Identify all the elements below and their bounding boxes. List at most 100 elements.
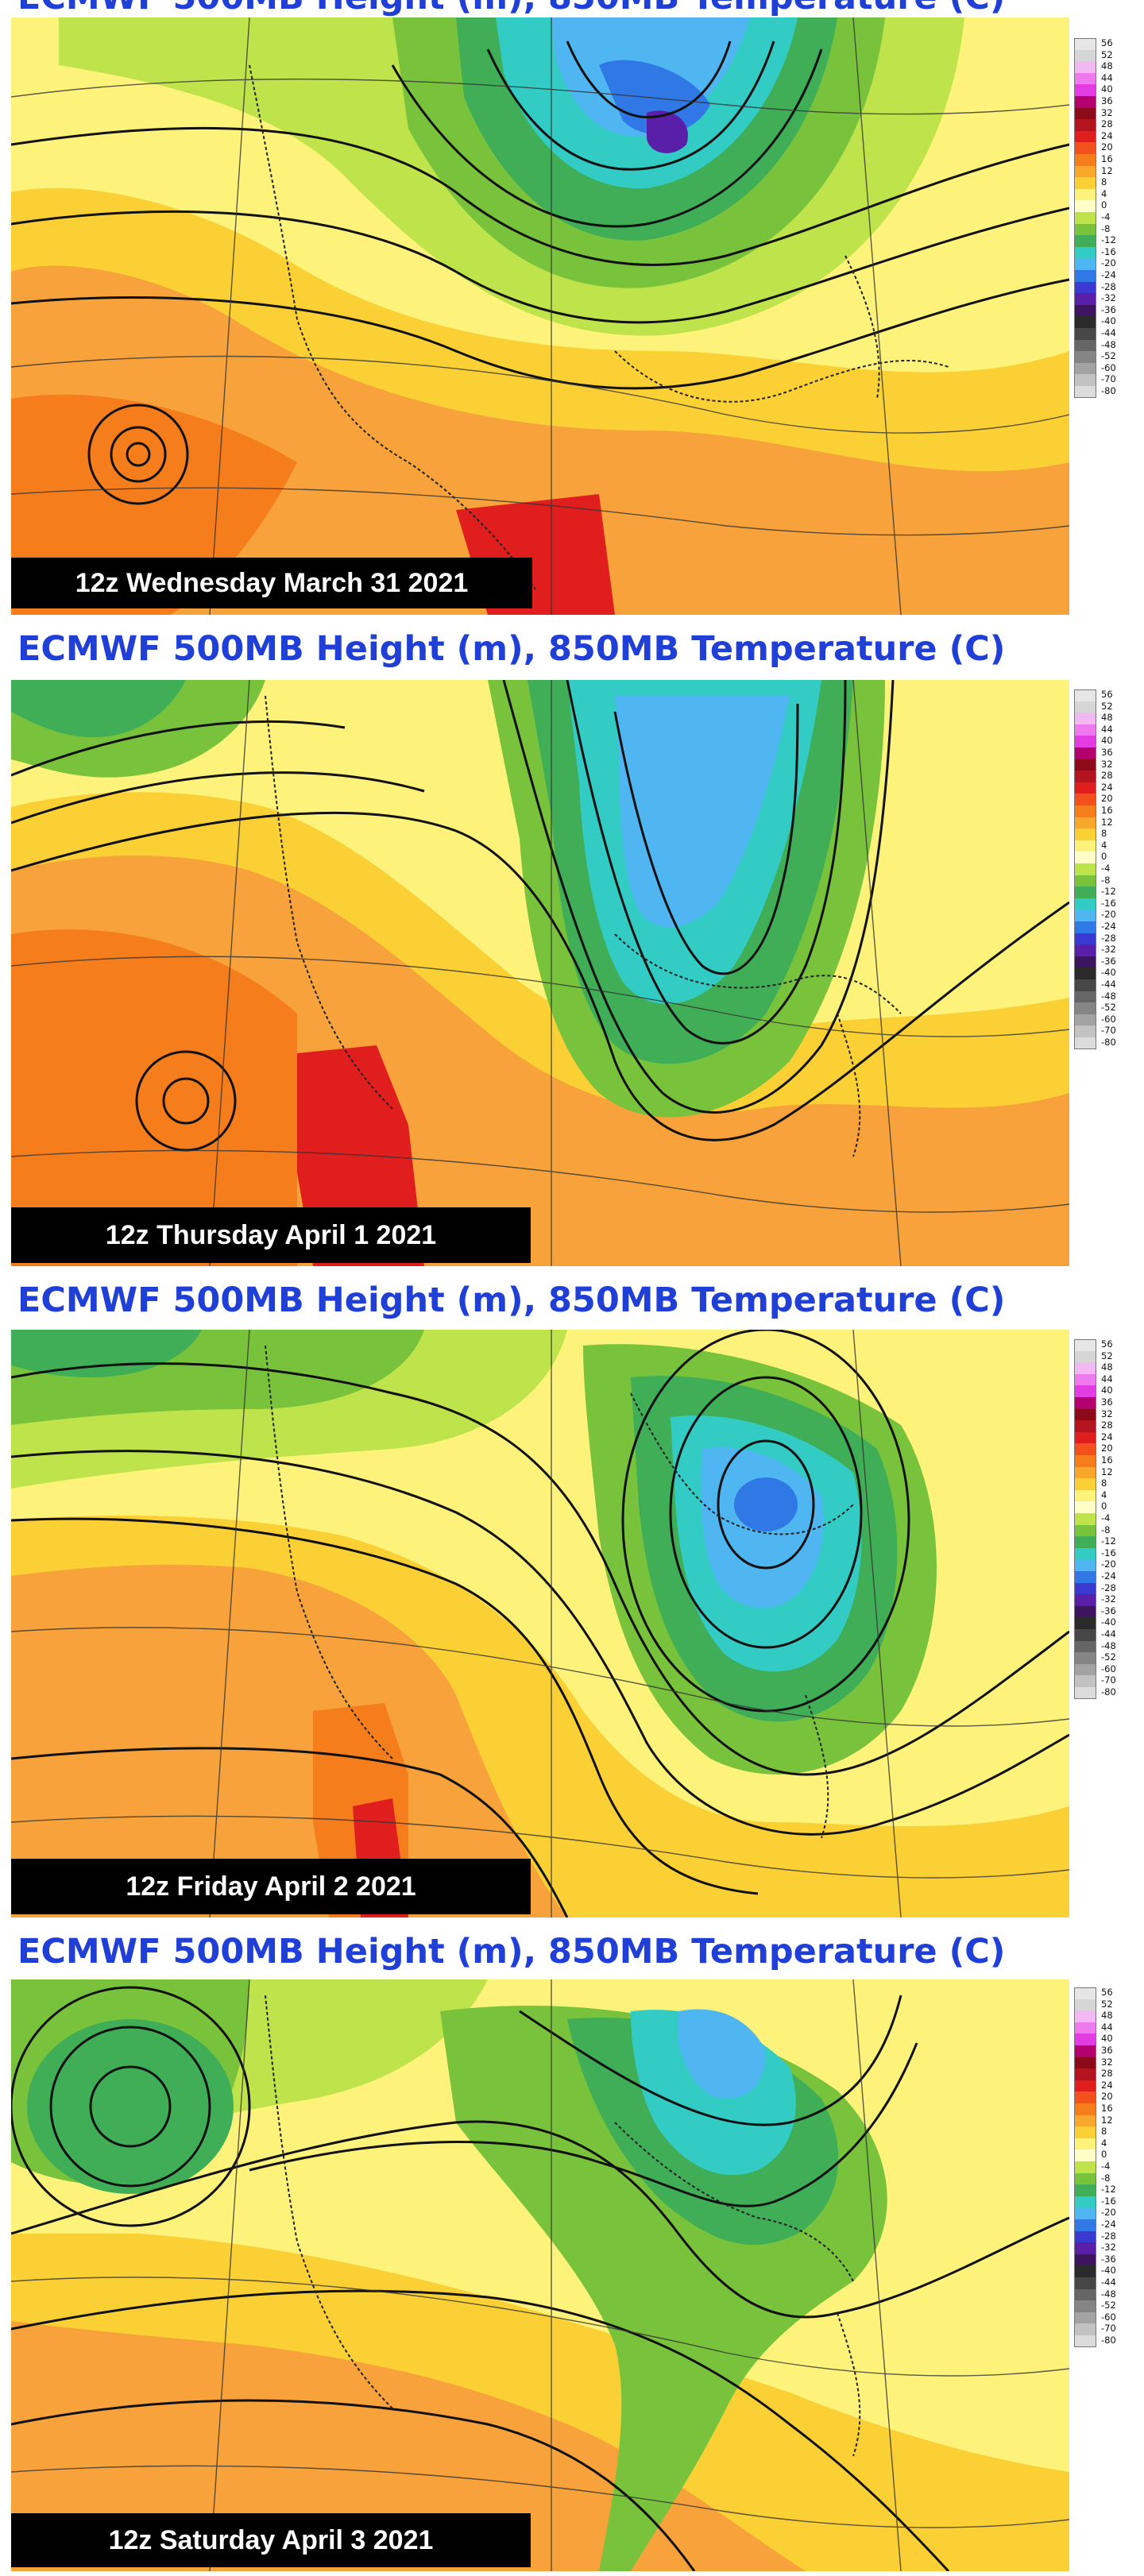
- legend-label: 44: [1101, 71, 1113, 83]
- legend-swatch: [1074, 2045, 1096, 2057]
- legend-swatch: [1074, 1408, 1096, 1421]
- legend-swatch: [1074, 689, 1096, 701]
- legend-entry: -36: [1074, 2254, 1141, 2266]
- legend-swatch: [1074, 142, 1096, 154]
- legend-swatch: [1074, 386, 1096, 398]
- legend-label: 28: [1101, 1419, 1113, 1431]
- legend-swatch: [1074, 1663, 1096, 1676]
- legend-label: -32: [1101, 292, 1116, 304]
- legend-label: 8: [1101, 176, 1107, 188]
- legend-label: -36: [1101, 303, 1116, 315]
- legend-entry: 20: [1074, 793, 1141, 805]
- legend-swatch: [1074, 1489, 1096, 1502]
- forecast-panel-2: ECMWF 500MB Height (m), 850MB Temperatur…: [0, 620, 1144, 1271]
- panel-title: ECMWF 500MB Height (m), 850MB Temperatur…: [17, 0, 1050, 25]
- legend-swatch: [1074, 2126, 1096, 2138]
- legend-label: 20: [1101, 793, 1113, 805]
- legend-label: -16: [1101, 245, 1116, 257]
- legend-entry: -48: [1074, 1640, 1141, 1653]
- legend-swatch: [1074, 235, 1096, 247]
- legend-entry: 0: [1074, 2149, 1141, 2161]
- legend-label: 16: [1101, 153, 1113, 164]
- legend-label: 32: [1101, 758, 1113, 770]
- legend-label: -8: [1101, 1524, 1111, 1535]
- legend-label: -70: [1101, 373, 1116, 385]
- legend-entry: 28: [1074, 1419, 1141, 1432]
- legend-swatch: [1074, 886, 1096, 898]
- legend-label: -52: [1101, 1651, 1116, 1663]
- legend-entry: -28: [1074, 281, 1141, 294]
- legend-swatch: [1074, 898, 1096, 910]
- legend-entry: -16: [1074, 245, 1141, 259]
- legend-swatch: [1074, 1547, 1096, 1560]
- legend-label: 8: [1101, 2126, 1107, 2138]
- legend-swatch: [1074, 1999, 1096, 2011]
- legend-entry: -52: [1074, 1002, 1141, 1014]
- legend-label: 16: [1101, 805, 1113, 816]
- legend-entry: 0: [1074, 1500, 1141, 1513]
- legend-swatch: [1074, 747, 1096, 759]
- legend-entry: -28: [1074, 933, 1141, 945]
- legend-swatch: [1074, 2277, 1096, 2289]
- legend-label: -4: [1101, 863, 1111, 874]
- legend-label: -20: [1101, 909, 1116, 921]
- weather-map: [11, 1330, 1069, 1918]
- legend-swatch: [1074, 212, 1096, 224]
- legend-swatch: [1074, 1397, 1096, 1409]
- legend-swatch: [1074, 258, 1096, 270]
- legend-frame: [1074, 38, 1096, 398]
- legend-entry: -70: [1074, 2323, 1141, 2335]
- legend-entry: 24: [1074, 1431, 1141, 1444]
- legend-swatch: [1074, 2091, 1096, 2103]
- legend-entry: 16: [1074, 153, 1141, 166]
- legend-swatch: [1074, 2057, 1096, 2069]
- legend-entry: -44: [1074, 1628, 1141, 1641]
- legend-entry: -40: [1074, 2265, 1141, 2277]
- legend-swatch: [1074, 2114, 1096, 2127]
- legend-entry: -24: [1074, 921, 1141, 933]
- legend-entry: -32: [1074, 2242, 1141, 2254]
- legend-swatch: [1074, 967, 1096, 979]
- legend-swatch: [1074, 1640, 1096, 1653]
- legend-label: -48: [1101, 990, 1116, 1002]
- legend-entry: 16: [1074, 1454, 1141, 1467]
- legend-label: -36: [1101, 2253, 1116, 2265]
- legend-entry: -4: [1074, 211, 1141, 224]
- legend-entry: 24: [1074, 782, 1141, 794]
- legend-label: -36: [1101, 1605, 1116, 1616]
- legend-swatch: [1074, 736, 1096, 747]
- legend-frame: [1074, 1987, 1096, 2347]
- legend-frame: [1074, 689, 1096, 1049]
- legend-label: 36: [1101, 1396, 1113, 1408]
- legend-label: 48: [1101, 1361, 1113, 1373]
- legend-label: -24: [1101, 921, 1116, 932]
- legend-label: -16: [1101, 897, 1116, 909]
- legend-swatch: [1074, 2033, 1096, 2045]
- legend-label: 44: [1101, 1373, 1113, 1385]
- forecast-panel-4: ECMWF 500MB Height (m), 850MB Temperatur…: [0, 1922, 1144, 2576]
- legend-entry: -60: [1074, 1663, 1141, 1676]
- legend-label: -70: [1101, 2323, 1116, 2335]
- legend-label: 12: [1101, 1466, 1113, 1477]
- legend-entry: 40: [1074, 1385, 1141, 1397]
- legend-swatch: [1074, 2161, 1096, 2173]
- legend-label: 8: [1101, 1477, 1107, 1489]
- legend-swatch: [1074, 956, 1096, 968]
- legend-entry: -40: [1074, 967, 1141, 979]
- legend-label: 4: [1101, 187, 1107, 199]
- legend-entry: 48: [1074, 2010, 1141, 2022]
- legend-swatch: [1074, 2196, 1096, 2208]
- legend-swatch: [1074, 759, 1096, 771]
- legend-entry: 16: [1074, 2103, 1141, 2115]
- legend-swatch: [1074, 921, 1096, 933]
- legend-label: -20: [1101, 2207, 1116, 2219]
- legend-swatch: [1074, 270, 1096, 282]
- legend-label: -44: [1101, 327, 1116, 338]
- legend-entry: -70: [1074, 373, 1141, 386]
- legend-swatch: [1074, 119, 1096, 131]
- legend-entry: 56: [1074, 689, 1141, 701]
- legend-swatch: [1074, 223, 1096, 236]
- legend-entry: -16: [1074, 2196, 1141, 2208]
- legend-label: -52: [1101, 2300, 1116, 2311]
- legend-swatch: [1074, 944, 1096, 956]
